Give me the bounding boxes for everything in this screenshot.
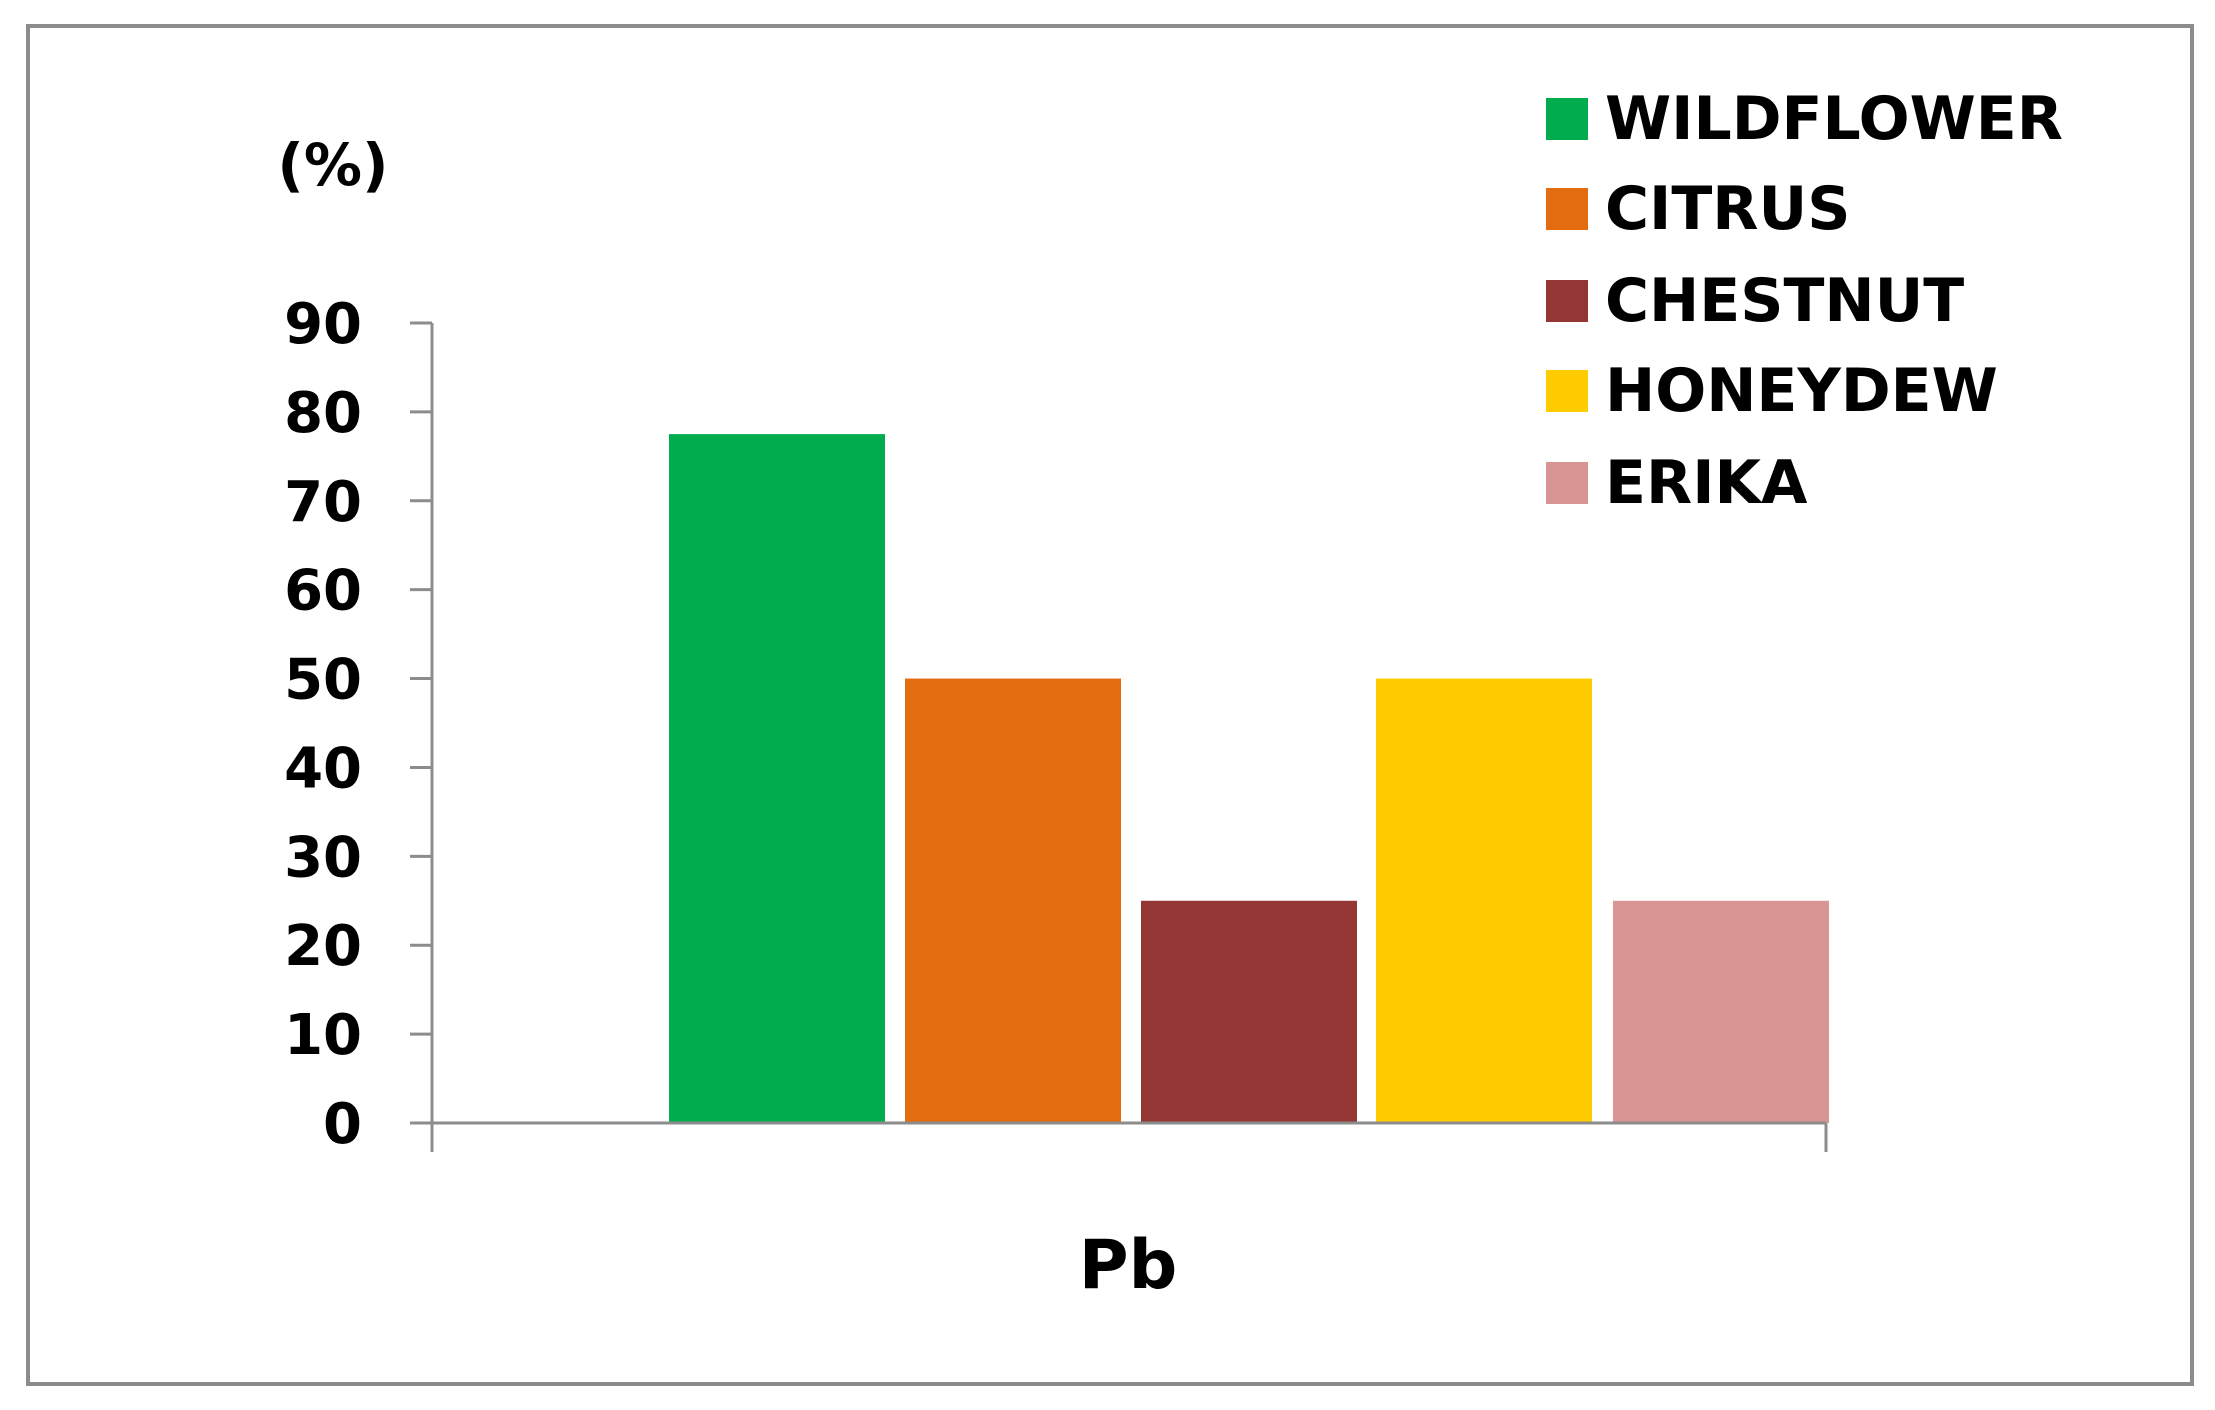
legend: WILDFLOWER CITRUS CHESTNUT HONEYDEW ERIKA xyxy=(1546,84,2063,518)
y-unit-label: (%) xyxy=(277,131,388,199)
y-tick-label: 20 xyxy=(284,914,362,979)
y-tick-label: 0 xyxy=(323,1092,362,1157)
bar-citrus xyxy=(905,678,1121,1123)
legend-label-erika: ERIKA xyxy=(1605,448,1808,518)
legend-swatch-chestnut xyxy=(1546,280,1588,322)
legend-label-citrus: CITRUS xyxy=(1605,174,1850,244)
bar-chestnut xyxy=(1141,900,1357,1123)
x-category-label: Pb xyxy=(1079,1226,1178,1305)
y-tick-label: 80 xyxy=(284,381,362,446)
axes xyxy=(410,323,1828,1152)
legend-swatch-erika xyxy=(1546,462,1588,504)
y-axis-ticks: 0 10 20 30 40 50 60 70 80 90 xyxy=(284,292,432,1157)
y-tick-label: 10 xyxy=(284,1003,362,1068)
bar-erika xyxy=(1613,900,1829,1123)
legend-label-chestnut: CHESTNUT xyxy=(1605,266,1964,336)
legend-swatch-wildflower xyxy=(1546,98,1588,140)
y-tick-label: 70 xyxy=(284,470,362,535)
legend-swatch-citrus xyxy=(1546,188,1588,230)
legend-label-honeydew: HONEYDEW xyxy=(1605,356,1998,426)
y-tick-label: 50 xyxy=(284,648,362,713)
y-tick-label: 40 xyxy=(284,736,362,801)
bars xyxy=(669,434,1829,1124)
legend-swatch-honeydew xyxy=(1546,370,1588,412)
bar-honeydew xyxy=(1376,678,1592,1123)
bar-wildflower xyxy=(669,434,885,1124)
y-tick-label: 90 xyxy=(284,292,362,357)
legend-label-wildflower: WILDFLOWER xyxy=(1605,84,2063,154)
y-tick-label: 30 xyxy=(284,825,362,890)
y-tick-label: 60 xyxy=(284,559,362,624)
